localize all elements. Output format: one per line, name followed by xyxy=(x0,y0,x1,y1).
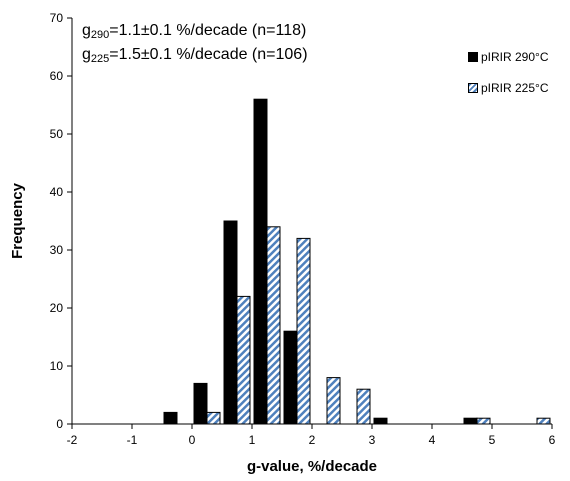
bar-pirir-225 xyxy=(296,237,311,425)
bar-pirir-290 xyxy=(163,411,178,425)
x-tick-label: 2 xyxy=(309,433,316,447)
x-tick-label: 3 xyxy=(369,433,376,447)
x-tick-label: 4 xyxy=(429,433,436,447)
x-tick-label: 5 xyxy=(489,433,496,447)
y-tick-label: 60 xyxy=(50,69,64,83)
legend-swatch-290 xyxy=(468,52,478,62)
legend-item-290: pIRIR 290°C xyxy=(468,50,549,64)
y-tick-label: 0 xyxy=(56,417,63,431)
bar-pirir-290 xyxy=(253,98,268,425)
annotation-g290-text: =1.1±0.1 %/decade (n=118) xyxy=(109,22,307,39)
annotation-g290: g290=1.1±0.1 %/decade (n=118) xyxy=(82,22,306,41)
annotation-g225-text: =1.5±0.1 %/decade (n=106) xyxy=(109,46,308,63)
legend-label-290: pIRIR 290°C xyxy=(481,50,549,64)
y-tick-label: 20 xyxy=(50,301,64,315)
y-tick-label: 40 xyxy=(50,185,64,199)
bar-pirir-225 xyxy=(476,417,491,425)
x-tick-label: 6 xyxy=(549,433,556,447)
bars-layer xyxy=(163,98,551,425)
y-tick-label: 10 xyxy=(50,359,64,373)
x-tick-label: -2 xyxy=(67,433,78,447)
y-axis-title: Frequency xyxy=(9,182,26,259)
legend-swatch-225 xyxy=(468,83,478,93)
annotation-g225-symbol: g xyxy=(82,46,91,63)
bar-pirir-290 xyxy=(463,417,478,425)
bar-pirir-225 xyxy=(206,411,221,425)
x-ticks: -2 -1 0 1 2 3 4 5 6 xyxy=(67,424,556,447)
bar-pirir-290 xyxy=(223,220,238,425)
x-axis-title: g-value, %/decade xyxy=(247,458,377,475)
bar-pirir-225 xyxy=(326,377,341,425)
y-tick-label: 70 xyxy=(50,11,64,25)
annotation-g290-symbol: g xyxy=(82,22,91,39)
y-tick-label: 50 xyxy=(50,127,64,141)
bar-pirir-225 xyxy=(266,226,281,425)
y-ticks: 0 10 20 30 40 50 60 70 xyxy=(50,11,72,431)
x-tick-label: -1 xyxy=(127,433,138,447)
y-tick-label: 30 xyxy=(50,243,64,257)
x-tick-label: 1 xyxy=(249,433,256,447)
legend-item-225: pIRIR 225°C xyxy=(468,81,549,95)
bar-pirir-225 xyxy=(236,295,251,425)
bar-pirir-290 xyxy=(373,417,388,425)
bar-pirir-225 xyxy=(356,388,371,425)
annotation-g290-subscript: 290 xyxy=(90,29,110,41)
annotation-g225-subscript: 225 xyxy=(90,53,110,65)
x-tick-label: 0 xyxy=(189,433,196,447)
legend-label-225: pIRIR 225°C xyxy=(481,81,549,95)
bar-pirir-290 xyxy=(193,382,208,425)
annotation-g225: g225=1.5±0.1 %/decade (n=106) xyxy=(82,46,308,65)
bar-pirir-290 xyxy=(283,330,298,425)
bar-pirir-225 xyxy=(536,417,551,425)
